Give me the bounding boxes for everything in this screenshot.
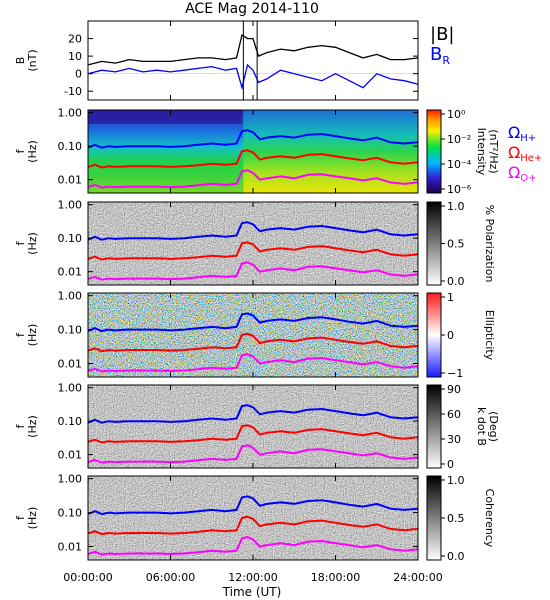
y-axis-label: f(Hz): [14, 140, 39, 163]
y-tick-label: -10: [64, 85, 82, 98]
colorbar-label: % Polarization: [483, 205, 496, 283]
y-tick-label: 0.10: [58, 140, 83, 153]
gyrofrequency-line-o-plus: [88, 353, 418, 373]
y-tick-label: 1.00: [58, 473, 83, 486]
gyrofrequency-line-h-plus: [88, 221, 418, 241]
gyrofrequency-line-h-plus: [88, 312, 418, 333]
colorbar-tick-label: 10⁻²: [447, 133, 471, 146]
y-tick-label: 0.01: [58, 449, 83, 462]
x-axis: 00:00:00 06:00:00 12:00:00 18:00:00 24:00:00: [63, 571, 442, 584]
colorbar-tick-label: 0.5: [447, 512, 465, 525]
y-tick-label: 0: [75, 68, 82, 81]
y-tick-label: 10: [68, 50, 82, 63]
x-tick-label: 18:00:00: [311, 571, 360, 584]
gyrofrequency-line-o-plus: [88, 444, 418, 464]
colorbar: [426, 201, 442, 286]
x-tick-label: 06:00:00: [146, 571, 195, 584]
y-axis-label: f(Hz): [14, 507, 39, 530]
y-tick-label: 0.01: [58, 541, 83, 554]
legend-omega-h-plus: ΩH+: [508, 123, 536, 144]
y-axis-label: f(Hz): [14, 324, 39, 347]
spectrogram: [88, 293, 418, 377]
y-tick-label: 1.00: [58, 199, 83, 212]
colorbar-tick-label: 60: [447, 408, 461, 421]
spectrogram: [88, 385, 418, 468]
colorbar-tick-label: −1: [447, 367, 463, 380]
colorbar-tick-label: 10⁰: [447, 108, 466, 121]
y-tick-label: 0.10: [58, 324, 83, 337]
colorbar-tick-label: 0: [447, 329, 454, 342]
gyrofrequency-line-h-plus: [88, 495, 418, 516]
x-tick-label: 00:00:00: [63, 571, 112, 584]
y-axis-label: B(nT): [14, 49, 39, 71]
colorbar-label: Intensity(nT²/Hz): [475, 128, 500, 176]
panel-2: 1.00 0.10 0.01 f(Hz) 10⁰ 10⁻² 10⁻⁴ 10⁻⁶Intensit…: [14, 107, 542, 196]
y-tick-label: 20: [68, 33, 82, 46]
colorbar-tick-label: 1: [447, 291, 454, 304]
colorbar: [426, 384, 442, 469]
panel-1: 20 10 0 -10 B(nT) |B|BR: [14, 20, 454, 101]
x-tick-label: 24:00:00: [393, 571, 442, 584]
colorbar: [426, 292, 442, 378]
y-tick-label: 0.01: [58, 266, 83, 279]
legend-b-radial: BR: [430, 44, 450, 67]
colorbar: [426, 475, 442, 561]
legend-b-magnitude: |B|: [430, 24, 454, 45]
colorbar-tick-label: 30: [447, 433, 461, 446]
spectrogram: [88, 476, 418, 560]
panel-4: 1.00 0.10 0.01 f(Hz) 1 0 −1 Ellipticity: [14, 290, 496, 380]
colorbar-tick-label: 90: [447, 383, 461, 396]
chart-title: ACE Mag 2014-110: [185, 1, 319, 17]
gyrofrequency-line-he-plus: [88, 149, 418, 169]
gyrofrequency-line-o-plus: [88, 169, 418, 189]
colorbar-tick-label: 0.0: [447, 550, 465, 563]
y-tick-label: 1.00: [58, 107, 83, 120]
spectrogram: [88, 110, 418, 193]
legend-omega-o-plus: ΩO+: [508, 163, 536, 184]
y-tick-label: 1.00: [58, 382, 83, 395]
colorbar-tick-label: 1.0: [447, 200, 465, 213]
gyrofrequency-line-o-plus: [88, 536, 418, 556]
colorbar-tick-label: 10⁻⁴: [447, 158, 472, 171]
y-tick-label: 0.01: [58, 358, 83, 371]
y-tick-label: 0.10: [58, 507, 83, 520]
colorbar-label: Coherency: [483, 489, 496, 548]
panel-5: 1.00 0.10 0.01 f(Hz) 90 60 30 0 k dot B(Deg): [14, 382, 500, 471]
gyrofrequency-line-o-plus: [88, 261, 418, 281]
series-b-radial: [87, 63, 419, 91]
panel-6: 1.00 0.10 0.01 f(Hz) 1.0 0.5 0.0 Coherency: [14, 473, 496, 563]
colorbar-tick-label: 0: [447, 458, 454, 471]
spectrogram: [88, 202, 418, 285]
colorbar-tick-label: 0.0: [447, 275, 465, 288]
y-tick-label: 0.10: [58, 232, 83, 245]
panel-3: 1.00 0.10 0.01 f(Hz) 1.0 0.5 0.0 % Polarization: [14, 199, 496, 288]
y-axis-label: f(Hz): [14, 232, 39, 255]
y-axis-label: f(Hz): [14, 415, 39, 438]
gyrofrequency-line-h-plus: [88, 129, 418, 149]
colorbar-tick-label: 1.0: [447, 474, 465, 487]
legend-omega-he-plus: ΩHe+: [508, 143, 542, 164]
x-axis-label: Time (UT): [222, 585, 282, 599]
spectrogram-image: [243, 110, 418, 193]
panels: 20100-10B(nT)|B|BR1.000.100.01f(Hz)10⁰10…: [14, 20, 542, 563]
colorbar-label: Ellipticity: [483, 310, 496, 361]
y-tick-label: 0.01: [58, 174, 83, 187]
colorbar: [426, 109, 442, 194]
y-tick-label: 0.10: [58, 415, 83, 428]
series-b-magnitude: [87, 33, 419, 66]
y-tick-label: 1.00: [58, 290, 83, 303]
spectrogram-image: [88, 110, 242, 124]
gyrofrequency-line-he-plus: [88, 241, 418, 261]
gyrofrequency-line-he-plus: [88, 424, 418, 444]
colorbar-label: k dot B(Deg): [475, 407, 500, 446]
colorbar-tick-label: 10⁻⁶: [447, 183, 472, 196]
colorbar-tick-label: 0.5: [447, 238, 465, 251]
gyrofrequency-line-he-plus: [88, 515, 418, 536]
gyrofrequency-line-h-plus: [88, 404, 418, 424]
gyrofrequency-line-he-plus: [88, 332, 418, 353]
x-tick-label: 12:00:00: [228, 571, 277, 584]
